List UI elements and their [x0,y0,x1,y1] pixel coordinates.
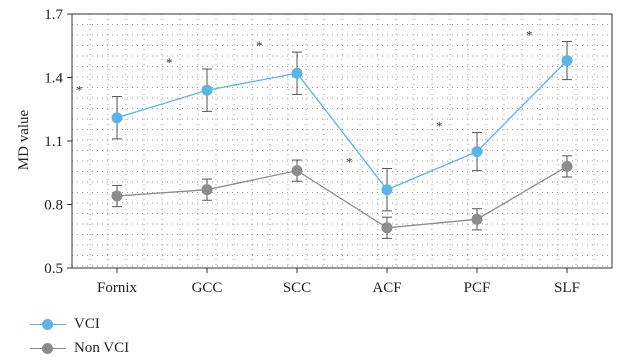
y-axis: 0.5 0.8 1.1 1.4 1.7 [44,7,72,277]
significance-marker: * [346,155,353,170]
data-point-non-vci [291,165,303,177]
significance-marker: * [436,119,443,134]
x-tick-label: Fornix [97,280,138,296]
grid [72,14,612,268]
data-point-non-vci [201,184,213,196]
y-tick-label: 1.4 [44,71,63,87]
data-point-non-vci [561,160,573,172]
significance-marker: * [256,38,263,53]
data-point-non-vci [381,222,393,234]
legend-swatch-non-vci [30,341,66,355]
legend-item-non-vci: Non VCI [30,336,129,360]
series-line-vci [116,60,568,191]
y-tick-label: 0.5 [44,261,63,277]
data-point-non-vci [471,213,483,225]
legend-item-vci: VCI [30,312,129,336]
md-line-chart: 0.5 0.8 1.1 1.4 1.7 Fornix GCC SCC ACF PCF SLF MD… [16,7,613,296]
legend-label-vci: VCI [74,315,100,332]
significance-marker: * [76,83,83,98]
legend-swatch-vci [30,317,66,331]
data-point-vci [291,67,303,79]
y-tick-label: 1.1 [44,134,63,150]
significance-marker: * [166,55,173,70]
series-layer [111,41,573,239]
data-point-vci [471,146,483,158]
y-tick-label: 1.7 [44,7,63,23]
legend-marker-vci [42,319,53,330]
y-tick-label: 0.8 [44,198,63,214]
significance-markers: * * * * * * [76,28,533,170]
y-axis-label: MD value [16,109,32,170]
data-point-vci [381,184,393,196]
data-point-vci [111,112,123,124]
data-point-vci [561,55,573,67]
significance-marker: * [526,28,533,43]
data-point-non-vci [111,190,123,202]
legend-marker-non-vci [42,343,53,354]
legend-label-non-vci: Non VCI [74,339,130,356]
series-line-non-vci [116,165,568,229]
x-tick-label: ACF [372,280,401,296]
legend: VCI Non VCI [30,312,129,360]
x-tick-label: SCC [283,280,311,296]
x-tick-label: GCC [192,280,223,296]
data-point-vci [201,84,213,96]
x-tick-label: SLF [554,280,580,296]
x-tick-label: PCF [464,280,491,296]
x-axis: Fornix GCC SCC ACF PCF SLF [97,268,580,296]
